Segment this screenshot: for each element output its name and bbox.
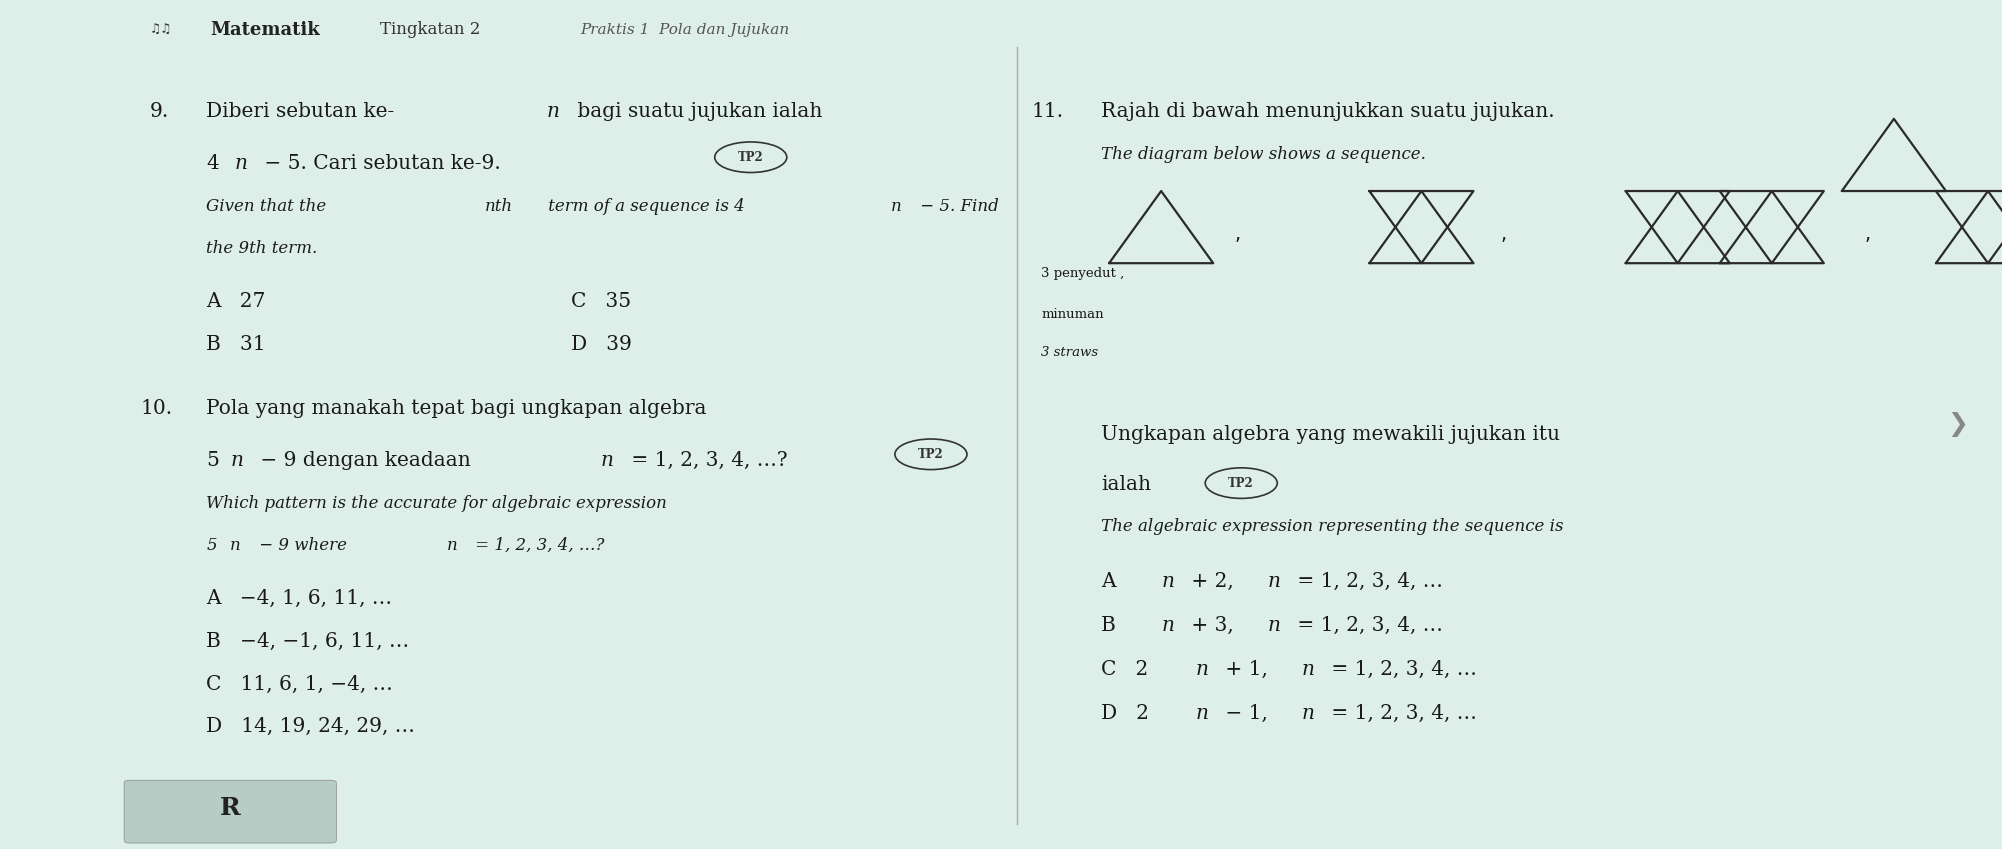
Text: B   −4, −1, 6, 11, …: B −4, −1, 6, 11, … bbox=[206, 632, 408, 651]
Text: n: n bbox=[1301, 660, 1313, 678]
Text: = 1, 2, 3, 4, …: = 1, 2, 3, 4, … bbox=[1291, 571, 1443, 591]
Text: Praktis 1  Pola dan Jujukan: Praktis 1 Pola dan Jujukan bbox=[581, 23, 791, 37]
Text: ,: , bbox=[1499, 225, 1508, 244]
Text: n: n bbox=[547, 102, 559, 121]
Text: The diagram below shows a sequence.: The diagram below shows a sequence. bbox=[1101, 146, 1425, 163]
Text: = 1, 2, 3, 4, …?: = 1, 2, 3, 4, …? bbox=[470, 537, 605, 554]
Text: n: n bbox=[1161, 616, 1173, 635]
Text: D   39: D 39 bbox=[571, 335, 631, 354]
Text: Ungkapan algebra yang mewakili jujukan itu: Ungkapan algebra yang mewakili jujukan i… bbox=[1101, 424, 1560, 443]
Text: A   −4, 1, 6, 11, …: A −4, 1, 6, 11, … bbox=[206, 589, 392, 608]
Text: = 1, 2, 3, 4, …?: = 1, 2, 3, 4, …? bbox=[625, 451, 787, 469]
Text: n: n bbox=[230, 451, 242, 469]
Text: n: n bbox=[234, 154, 246, 173]
Text: Tingkatan 2: Tingkatan 2 bbox=[380, 21, 480, 38]
Text: ,: , bbox=[1864, 225, 1872, 244]
Text: 4: 4 bbox=[206, 154, 218, 173]
Text: + 2,: + 2, bbox=[1185, 571, 1241, 591]
Text: − 1,: − 1, bbox=[1219, 704, 1275, 722]
Text: ♫♫: ♫♫ bbox=[150, 23, 172, 37]
Text: 5: 5 bbox=[206, 451, 218, 469]
Text: 11.: 11. bbox=[1031, 102, 1063, 121]
Text: A: A bbox=[1101, 571, 1135, 591]
Text: Pola yang manakah tepat bagi ungkapan algebra: Pola yang manakah tepat bagi ungkapan al… bbox=[206, 399, 707, 418]
Text: minuman: minuman bbox=[1041, 308, 1103, 321]
Text: TP2: TP2 bbox=[739, 151, 763, 164]
Text: − 9 dengan keadaan: − 9 dengan keadaan bbox=[254, 451, 476, 469]
Text: C   11, 6, 1, −4, …: C 11, 6, 1, −4, … bbox=[206, 675, 392, 694]
Text: ❯: ❯ bbox=[1948, 412, 1968, 437]
Text: − 5. Cari sebutan ke-9.: − 5. Cari sebutan ke-9. bbox=[258, 154, 500, 173]
Text: n: n bbox=[1195, 660, 1207, 678]
Text: = 1, 2, 3, 4, …: = 1, 2, 3, 4, … bbox=[1291, 616, 1443, 635]
Text: Given that the: Given that the bbox=[206, 198, 332, 215]
Text: = 1, 2, 3, 4, …: = 1, 2, 3, 4, … bbox=[1325, 660, 1477, 678]
FancyBboxPatch shape bbox=[124, 780, 336, 843]
Text: n: n bbox=[1301, 704, 1313, 722]
Text: A   27: A 27 bbox=[206, 292, 266, 311]
Text: term of a sequence is 4: term of a sequence is 4 bbox=[543, 198, 745, 215]
Text: bagi suatu jujukan ialah: bagi suatu jujukan ialah bbox=[571, 102, 823, 121]
Text: Rajah di bawah menunjukkan suatu jujukan.: Rajah di bawah menunjukkan suatu jujukan… bbox=[1101, 102, 1556, 121]
Text: ,: , bbox=[1233, 225, 1241, 244]
Text: = 1, 2, 3, 4, …: = 1, 2, 3, 4, … bbox=[1325, 704, 1477, 722]
Text: n: n bbox=[230, 537, 240, 554]
Text: 3 penyedut ,: 3 penyedut , bbox=[1041, 267, 1125, 280]
Text: n: n bbox=[446, 537, 456, 554]
Text: TP2: TP2 bbox=[1229, 476, 1253, 490]
Text: + 3,: + 3, bbox=[1185, 616, 1241, 635]
Text: − 5. Find: − 5. Find bbox=[915, 198, 999, 215]
Text: n: n bbox=[1161, 571, 1173, 591]
Text: B   31: B 31 bbox=[206, 335, 266, 354]
Text: nth: nth bbox=[484, 198, 513, 215]
Text: 10.: 10. bbox=[140, 399, 172, 418]
Text: n: n bbox=[891, 198, 901, 215]
Text: C   2: C 2 bbox=[1101, 660, 1149, 678]
Text: n: n bbox=[1195, 704, 1207, 722]
Text: TP2: TP2 bbox=[919, 447, 943, 461]
Text: ialah: ialah bbox=[1101, 475, 1151, 493]
Text: 9.: 9. bbox=[150, 102, 170, 121]
Text: B: B bbox=[1101, 616, 1135, 635]
Text: Diberi sebutan ke-: Diberi sebutan ke- bbox=[206, 102, 394, 121]
Text: n: n bbox=[1267, 616, 1279, 635]
Text: Which pattern is the accurate for algebraic expression: Which pattern is the accurate for algebr… bbox=[206, 495, 667, 512]
Text: C   35: C 35 bbox=[571, 292, 631, 311]
Text: 5: 5 bbox=[206, 537, 216, 554]
Text: R: R bbox=[220, 796, 240, 820]
Text: 3 straws: 3 straws bbox=[1041, 346, 1099, 359]
Text: The algebraic expression representing the sequence is: The algebraic expression representing th… bbox=[1101, 518, 1564, 535]
Text: − 9 where: − 9 where bbox=[254, 537, 352, 554]
Text: D   14, 19, 24, 29, …: D 14, 19, 24, 29, … bbox=[206, 717, 414, 736]
Text: the 9th term.: the 9th term. bbox=[206, 240, 318, 257]
Text: Matematik: Matematik bbox=[210, 20, 320, 39]
Text: n: n bbox=[1267, 571, 1279, 591]
Text: + 1,: + 1, bbox=[1219, 660, 1275, 678]
Text: n: n bbox=[601, 451, 613, 469]
Text: D   2: D 2 bbox=[1101, 704, 1149, 722]
